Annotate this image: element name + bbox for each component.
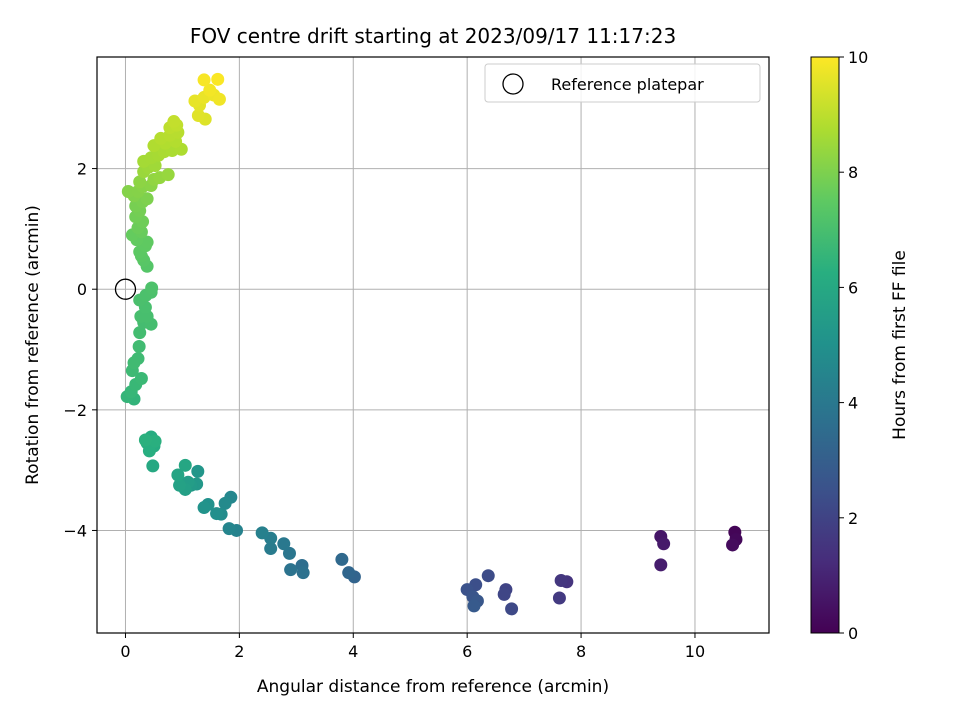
data-point [552,591,566,605]
colorbar-tick-label: 2 [848,509,858,528]
reference-marker [114,278,137,300]
x-tick-label: 4 [348,642,358,661]
data-point [132,340,146,354]
reference-platepar-point [114,278,137,300]
data-point [142,444,156,458]
data-point [212,92,226,106]
colorbar-ticks: 0 2 4 6 8 10 [839,48,868,643]
x-tick-label: 8 [576,642,586,661]
data-point [133,175,147,189]
data-point [178,458,192,472]
colorbar-tick-label: 4 [848,394,858,413]
data-point [554,574,568,588]
y-axis-ticks: −4 −2 0 2 [63,160,97,540]
x-tick-label: 0 [120,642,130,661]
y-tick-label: −2 [63,401,87,420]
data-point [264,542,278,556]
data-point [657,537,671,551]
data-point [140,235,154,249]
legend-reference-marker [502,73,524,95]
data-point [140,192,154,206]
data-point [127,356,141,370]
data-point [148,434,162,448]
data-point [342,566,356,580]
x-tick-label: 6 [462,642,472,661]
colorbar [810,56,840,634]
data-point [654,558,668,572]
grid-lines [97,57,769,633]
y-tick-label: 0 [77,280,87,299]
data-point [218,496,232,510]
y-axis-label: Rotation from reference (arcmin) [23,205,43,485]
data-point [467,599,481,613]
data-point [167,115,181,129]
data-point [191,464,205,478]
data-point [121,185,135,199]
data-point [255,526,269,540]
data-point [277,537,291,551]
legend-box [484,63,761,103]
data-point [133,326,147,340]
data-point [146,459,160,473]
y-tick-label: 2 [77,160,87,179]
chart-title: FOV centre drift starting at 2023/09/17 … [190,24,676,48]
colorbar-tick-label: 0 [848,624,858,643]
x-tick-label: 10 [685,642,705,661]
data-point [145,281,159,295]
data-point [197,73,211,87]
x-axis-ticks: 0 2 4 6 8 10 [120,633,705,661]
data-point [173,478,187,492]
legend: Reference platepar [484,63,761,103]
data-point [282,546,296,560]
legend-label-reference: Reference platepar [551,75,704,94]
data-point [497,587,511,601]
data-point [171,468,185,482]
data-point [191,109,205,123]
data-point [211,72,225,86]
y-tick-label: −4 [63,521,87,540]
x-tick-label: 2 [234,642,244,661]
data-point [296,566,310,580]
data-point [335,552,349,566]
data-point [203,83,217,97]
data-point [481,569,495,583]
data-point [134,371,148,385]
data-point [222,522,236,536]
data-point [161,168,175,182]
colorbar-tick-label: 10 [848,48,868,67]
data-point [726,538,740,552]
data-point [284,563,298,577]
data-points [120,72,743,616]
data-point [197,501,211,515]
colorbar-tick-label: 8 [848,163,858,182]
data-point [210,507,224,521]
x-axis-label: Angular distance from reference (arcmin) [257,677,609,697]
colorbar-tick-label: 6 [848,278,858,297]
data-point [505,602,519,616]
colorbar-label: Hours from first FF file [890,250,910,440]
data-point [138,433,152,447]
plot-frame [96,56,770,634]
